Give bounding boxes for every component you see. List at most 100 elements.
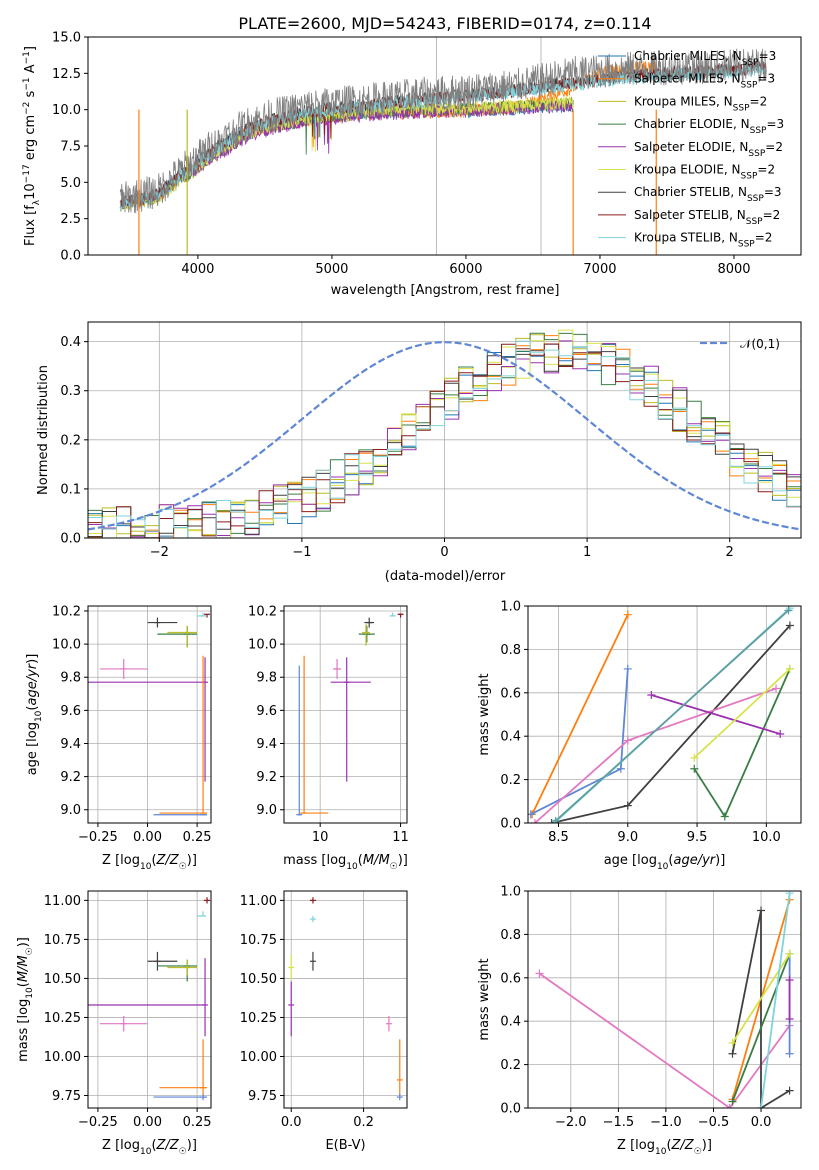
- plus-marker: [776, 730, 785, 739]
- x-tick-label: 0: [440, 545, 448, 560]
- residual-histogram: [88, 340, 801, 538]
- y-tick-label: 0.2: [500, 1058, 521, 1073]
- panel-x-label: Z [log10(Z/Z☉)]: [617, 1138, 712, 1157]
- spectrum-legend: Chabrier MILES, NSSP=3 Salpeter MILES, NS…: [598, 49, 784, 250]
- y-tick-label: 0.6: [500, 971, 521, 986]
- spectrum-title: PLATE=2600, MJD=54243, FIBERID=0174, z=0…: [238, 14, 651, 33]
- y-tick-label: 0.8: [500, 643, 521, 658]
- y-tick-label: 9.8: [256, 671, 277, 686]
- y-tick-label: 0.2: [500, 773, 521, 788]
- axes-frame: [87, 605, 212, 824]
- x-tick-label: 0.25: [183, 1115, 212, 1130]
- axes-frame: [527, 605, 802, 824]
- plot-area: [284, 606, 407, 823]
- y-tick-label: 10.0: [52, 638, 81, 653]
- x-tick-label: −1.5: [603, 1115, 635, 1130]
- panel-y-label: mass [log10(M/M☉)]: [16, 937, 35, 1062]
- x-tick-label: −0.25: [78, 1115, 118, 1130]
- y-tick-label: 15.0: [52, 31, 81, 46]
- y-tick-label: 9.6: [256, 704, 277, 719]
- y-tick-label: 10.00: [240, 1050, 277, 1065]
- x-tick-label: −0.5: [698, 1115, 730, 1130]
- mass-weight-line: [731, 910, 791, 1108]
- legend-label: Kroupa ELODIE, NSSP=2: [634, 163, 775, 182]
- panel-y-label: age [log10(age/yr)]: [25, 654, 44, 776]
- panel-x-label: age [log10(age/yr)]: [604, 853, 726, 872]
- y-tick-label: 10.50: [44, 972, 81, 987]
- mass-weight-line: [693, 668, 791, 759]
- plus-marker: [623, 664, 632, 673]
- x-tick-label: −1: [292, 545, 311, 560]
- x-tick-label: 0.25: [183, 830, 212, 845]
- y-tick-label: 1.0: [500, 885, 521, 900]
- plus-marker: [623, 801, 632, 810]
- plus-marker: [784, 606, 793, 615]
- x-tick-label: 0.0: [751, 1115, 772, 1130]
- x-tick-label: 7000: [583, 262, 616, 277]
- plus-marker: [785, 664, 794, 673]
- plus-marker: [728, 1049, 737, 1058]
- normal-distribution-curve: [88, 341, 801, 531]
- mass-weight-line: [731, 953, 791, 1102]
- y-tick-label: 0.2: [60, 433, 81, 448]
- plus-marker: [785, 975, 794, 984]
- axes-frame: [87, 321, 802, 539]
- residuals-legend-label: 𝒩(0,1): [740, 337, 780, 351]
- mass-weight-line: [760, 893, 791, 1108]
- x-tick-label: 1: [583, 545, 591, 560]
- y-tick-label: 0.0: [60, 249, 81, 264]
- y-tick-label: 0.0: [60, 532, 81, 547]
- x-tick-label: 9.5: [687, 830, 708, 845]
- y-tick-label: 9.4: [256, 737, 277, 752]
- panel-x-label: Z [log10(Z/Z☉)]: [102, 853, 197, 872]
- spectrum-panel: 4000 5000 6000 7000 8000 0.0 2.5 5.0 7.5 10.0 12.5…: [22, 14, 802, 298]
- panel-x-label: Z [log10(Z/Z☉)]: [102, 1138, 197, 1157]
- mass-vs-metallicity-panel: −0.25 0.00 0.25 9.75 10.00 10.25 10.50 10.75 11.…: [16, 890, 212, 1157]
- y-tick-label: 11.00: [44, 894, 81, 909]
- plus-marker: [785, 621, 794, 630]
- panel-y-label: mass weight: [477, 958, 492, 1040]
- plus-marker: [785, 891, 794, 898]
- plus-marker: [757, 906, 766, 915]
- x-tick-label: 6000: [449, 262, 482, 277]
- plus-marker: [616, 764, 625, 773]
- residuals-y-label: Normed distribution: [36, 365, 51, 495]
- y-tick-label: 0.8: [500, 928, 521, 943]
- x-tick-label: 0.0: [281, 1115, 302, 1130]
- residual-histogram: [88, 343, 801, 538]
- plus-marker: [785, 1015, 794, 1024]
- mass-weight-vs-age-panel: 8.5 9.0 9.5 10.0 0.0 0.2 0.4 0.6 0.8 1.0 age [log1…: [477, 600, 802, 872]
- axes-frame: [283, 890, 408, 1109]
- x-tick-label: 0.2: [353, 1115, 374, 1130]
- plot-area: [88, 322, 801, 538]
- x-tick-label: 4000: [181, 262, 214, 277]
- plus-marker: [725, 1104, 734, 1108]
- x-tick-label: −1.0: [650, 1115, 682, 1130]
- x-tick-label: 0.00: [133, 830, 162, 845]
- residuals-panel: −2 −1 0 1 2 0.0 0.1 0.2 0.3 0.4 (data-model)/error…: [36, 321, 802, 584]
- x-tick-label: 10: [312, 830, 329, 845]
- x-tick-label: 0.00: [133, 1115, 162, 1130]
- y-tick-label: 12.5: [52, 67, 81, 82]
- y-tick-label: 0.0: [500, 817, 521, 832]
- y-tick-label: 9.75: [52, 1089, 81, 1104]
- plus-marker: [757, 1104, 766, 1108]
- plus-marker: [785, 1049, 794, 1058]
- legend-label: Kroupa MILES, NSSP=2: [634, 94, 767, 113]
- legend-label: Chabrier STELIB, NSSP=3: [634, 185, 782, 204]
- legend-label: Salpeter STELIB, NSSP=2: [634, 208, 780, 227]
- x-tick-label: 8000: [717, 262, 750, 277]
- y-tick-label: 9.4: [60, 737, 81, 752]
- y-tick-label: 9.0: [256, 803, 277, 818]
- mass-vs-extinction-panel: 0.0 0.2 9.75 10.00 10.25 10.50 10.75 11.00 E(B-V…: [240, 890, 408, 1153]
- spectrum-y-label: Flux [fλ10−17 erg cm−2 s−1 A−1]: [22, 46, 42, 246]
- y-tick-label: 10.0: [52, 103, 81, 118]
- legend-label: Chabrier ELODIE, NSSP=3: [634, 117, 784, 136]
- y-tick-label: 7.5: [60, 140, 81, 155]
- plus-marker: [785, 949, 794, 958]
- x-tick-label: −0.25: [78, 830, 118, 845]
- y-tick-label: 5.0: [60, 176, 81, 191]
- y-tick-label: 0.4: [500, 730, 521, 745]
- mass-weight-line: [555, 609, 790, 822]
